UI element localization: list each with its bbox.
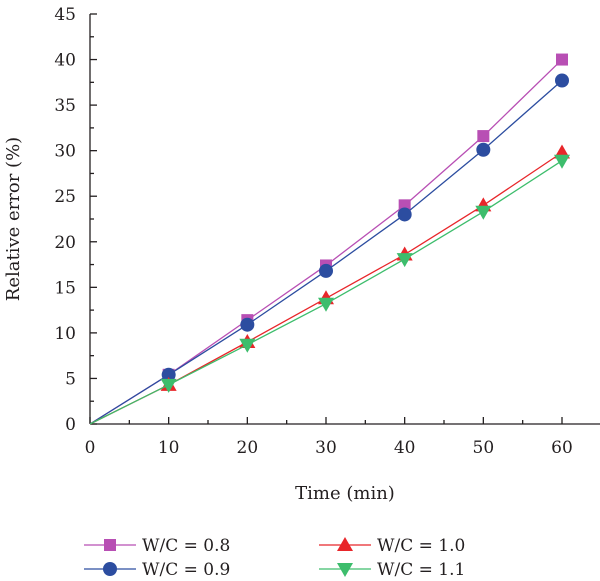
x-tick-label: 60	[551, 438, 573, 458]
legend-item: W/C = 0.9	[84, 560, 230, 580]
series-2	[89, 73, 569, 425]
legend: W/C = 0.8 W/C = 0.9 W/C = 1.0 W/C = 1.1	[84, 536, 465, 580]
data-point	[319, 263, 333, 278]
legend-label: W/C = 1.1	[377, 560, 465, 580]
y-tick-label: 0	[65, 415, 76, 435]
series-3	[89, 144, 570, 425]
x-tick-label: 40	[394, 438, 416, 458]
y-tick-label: 35	[54, 96, 76, 116]
data-point	[476, 142, 491, 157]
data-point	[239, 338, 256, 353]
data-point	[318, 297, 334, 312]
data-point	[160, 378, 177, 393]
y-axis-title: Relative error (%)	[3, 137, 24, 301]
data-point	[556, 53, 568, 66]
legend-marker	[337, 537, 353, 551]
legend-item: W/C = 0.8	[84, 536, 230, 556]
y-tick-label: 5	[65, 369, 76, 389]
x-tick-label: 30	[315, 438, 337, 458]
y-tick-label: 30	[54, 142, 76, 162]
x-axis-title: Time (min)	[295, 483, 395, 504]
series-4	[89, 154, 570, 425]
legend-marker	[104, 539, 116, 551]
data-point	[240, 317, 255, 332]
x-tick-label: 10	[158, 438, 180, 458]
legend-item: W/C = 1.1	[319, 560, 465, 580]
axes: 0 10 20 30 40 50 60 0 5 10 15 20 25 30 35 40 45	[54, 5, 600, 458]
y-tick-label: 20	[54, 233, 76, 253]
y-tick-label: 15	[54, 278, 76, 298]
y-tick-label: 45	[54, 5, 76, 25]
y-tick-label: 25	[54, 187, 76, 207]
x-tick-label: 20	[237, 438, 259, 458]
x-tick-label: 0	[85, 438, 96, 458]
legend-label: W/C = 0.8	[142, 536, 230, 556]
data-point	[554, 154, 570, 169]
series-layer	[89, 53, 570, 425]
legend-label: W/C = 0.9	[142, 560, 230, 580]
y-tick-label: 40	[54, 51, 76, 71]
series-line	[89, 59, 563, 425]
series-line	[89, 151, 563, 425]
data-point	[396, 253, 413, 268]
y-tick-label: 10	[54, 324, 76, 344]
data-point	[477, 130, 490, 143]
series-1	[89, 53, 568, 425]
x-tick-label: 50	[473, 438, 495, 458]
legend-marker	[337, 563, 353, 577]
data-point	[475, 205, 492, 220]
series-line	[89, 80, 563, 425]
data-point	[555, 73, 569, 88]
data-point	[397, 207, 412, 222]
legend-label: W/C = 1.0	[377, 536, 465, 556]
legend-item: W/C = 1.0	[319, 536, 465, 556]
data-point	[161, 367, 176, 382]
legend-marker	[103, 562, 117, 576]
